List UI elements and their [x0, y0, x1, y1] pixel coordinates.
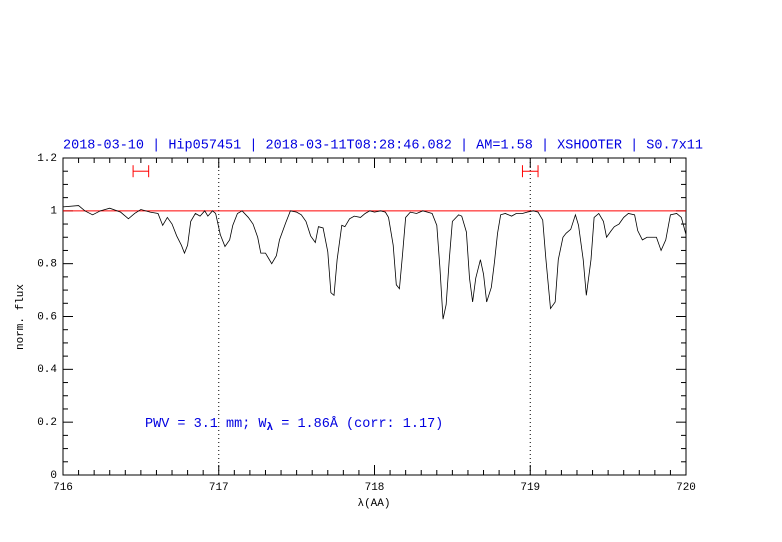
x-tick-label: 716 [53, 482, 73, 494]
x-tick-label: 720 [676, 482, 696, 494]
y-tick-label: 1 [50, 206, 57, 218]
x-tick-label: 719 [520, 482, 540, 494]
x-tick-label: 718 [365, 482, 385, 494]
spectrum-line [62, 205, 687, 320]
annotation: PWV = 3.1 mm; Wλ = 1.86Å (corr: 1.17) [145, 417, 443, 434]
y-tick-label: 0.8 [37, 259, 57, 271]
annotation-part: = 1.86Å (corr: 1.17) [273, 417, 443, 432]
y-axis-label: norm. flux [15, 284, 27, 350]
y-tick-label: 1.2 [37, 153, 57, 165]
y-tick-label: 0.6 [37, 311, 57, 323]
y-tick-label: 0.4 [37, 364, 57, 376]
x-axis-label: λ(AA) [357, 498, 390, 510]
annotation-subscript: λ [267, 422, 274, 434]
x-tick-label: 717 [209, 482, 229, 494]
annotation-part: PWV = 3.1 mm; W [145, 417, 267, 432]
y-tick-label: 0.2 [37, 417, 57, 429]
y-tick-label: 0 [50, 470, 57, 482]
chart-title: 2018-03-10 | Hip057451 | 2018-03-11T08:2… [63, 139, 703, 154]
